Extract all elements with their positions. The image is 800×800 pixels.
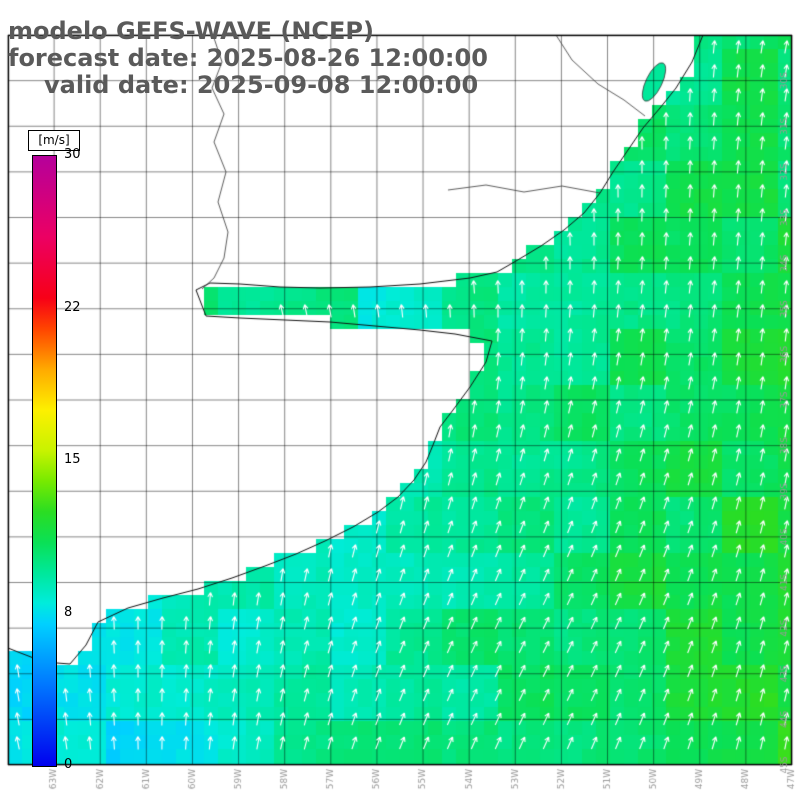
colorbar-tick-label: 22 <box>64 299 81 315</box>
colorbar-tick-label: 30 <box>64 147 81 162</box>
title-block: modelo GEFS-WAVE (NCEP) forecast date: 2… <box>8 18 488 99</box>
colorbar-unit-label: [m/s] <box>28 130 80 151</box>
model-title: modelo GEFS-WAVE (NCEP) <box>8 17 374 45</box>
valid-date-line: valid date: 2025-09-08 12:00:00 <box>44 71 479 99</box>
colorbar: [m/s] 30 22 15 8 0 <box>28 130 148 800</box>
colorbar-tick-label: 8 <box>64 604 73 620</box>
colorbar-gradient <box>32 155 57 767</box>
forecast-date-line: forecast date: 2025-08-26 12:00:00 <box>8 44 488 72</box>
colorbar-tick-label: 15 <box>64 452 81 467</box>
colorbar-tick-label: 0 <box>64 757 73 772</box>
